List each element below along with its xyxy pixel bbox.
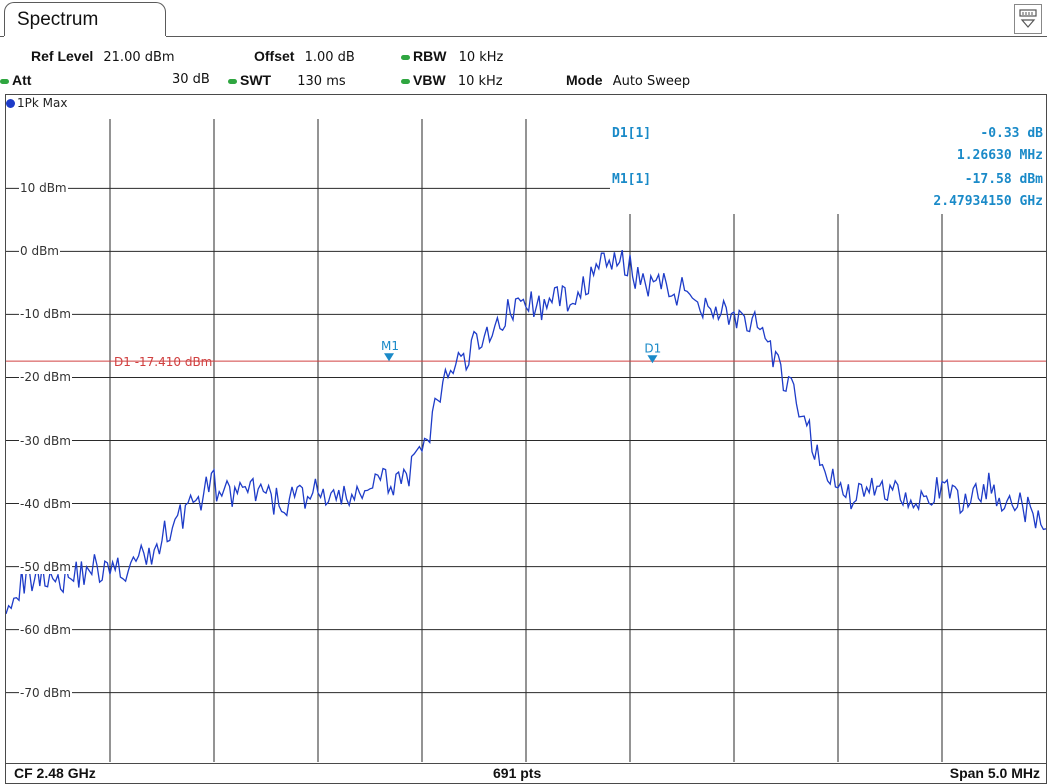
offset-setting: Offset 1.00 dB	[254, 48, 355, 65]
tab-title: Spectrum	[17, 9, 99, 30]
marker-symbols: M1 D1	[381, 339, 661, 364]
m1-marker-level: -17.58 dBm	[964, 172, 1043, 187]
rbw-label: RBW	[413, 48, 447, 64]
tab-divider	[166, 36, 1047, 37]
mode-label: Mode	[566, 72, 603, 88]
rbw-indicator-icon	[401, 55, 410, 60]
y-tick-label: -10 dBm	[19, 307, 72, 322]
vbw-setting: VBW 10 kHz	[401, 72, 503, 89]
trace-label-text: 1Pk Max	[17, 96, 68, 110]
y-tick-label: -30 dBm	[19, 433, 72, 448]
rbw-value: 10 kHz	[458, 50, 504, 65]
d1-marker-level: -0.33 dB	[980, 126, 1043, 141]
vbw-label: VBW	[413, 72, 446, 88]
sweep-points: 691 pts	[493, 765, 542, 781]
offset-label: Offset	[254, 48, 295, 64]
vbw-value: 10 kHz	[457, 74, 503, 89]
toolbar-toggle-button[interactable]	[1014, 4, 1042, 34]
mode-setting: Mode Auto Sweep	[566, 72, 690, 89]
ref-level-label: Ref Level	[31, 48, 94, 64]
status-footer: CF 2.48 GHz 691 pts Span 5.0 MHz	[5, 763, 1047, 784]
marker-m1-tag: M1	[381, 339, 399, 353]
spectrum-trace	[6, 249, 1046, 615]
offset-value: 1.00 dB	[304, 50, 355, 65]
mode-value: Auto Sweep	[612, 74, 691, 89]
ref-level-setting: Ref Level 21.00 dBm	[31, 48, 175, 65]
att-setting: Att	[0, 72, 31, 89]
y-tick-label: 0 dBm	[19, 244, 60, 259]
y-tick-label: -40 dBm	[19, 496, 72, 511]
display-line-label: D1 -17.410 dBm	[114, 355, 212, 369]
att-value-cell: 30 dB	[172, 72, 210, 87]
d1-marker-frequency: 1.26630 MHz	[956, 148, 1043, 163]
marker-d1-tag: D1	[644, 341, 661, 355]
swt-indicator-icon	[228, 79, 237, 84]
tab-divider-left	[0, 36, 4, 37]
toolbar-toggle-icon	[1019, 9, 1037, 28]
vbw-indicator-icon	[401, 79, 410, 84]
y-tick-label: -70 dBm	[19, 685, 72, 700]
marker-info-box	[610, 119, 1046, 214]
rbw-setting: RBW 10 kHz	[401, 48, 503, 65]
m1-marker-frequency: 2.47934150 GHz	[933, 194, 1043, 209]
swt-setting: SWT 130 ms	[228, 72, 346, 89]
d1-marker-name: D1[1]	[612, 126, 652, 141]
grid-lines	[6, 119, 1046, 762]
trace-label: 1Pk Max	[6, 96, 67, 110]
swt-label: SWT	[240, 72, 272, 88]
att-indicator-icon	[0, 79, 9, 84]
tab-spectrum[interactable]: Spectrum	[4, 2, 166, 36]
center-frequency: CF 2.48 GHz	[14, 765, 96, 781]
y-tick-label: -20 dBm	[19, 370, 72, 385]
span-value: Span 5.0 MHz	[949, 765, 1040, 781]
y-tick-label: -50 dBm	[19, 559, 72, 574]
marker-d1-symbol	[647, 355, 658, 364]
m1-marker-name: M1[1]	[612, 172, 652, 187]
swt-value: 130 ms	[297, 74, 346, 89]
att-value: 30 dB	[172, 72, 210, 87]
spectrum-plot[interactable]: D1 -17.410 dBm M1 D1	[6, 119, 1046, 762]
marker-m1-symbol	[384, 353, 395, 362]
trace-indicator-icon	[6, 99, 15, 108]
ref-level-value: 21.00 dBm	[103, 50, 175, 65]
y-tick-label: 10 dBm	[19, 181, 68, 196]
att-label: Att	[12, 72, 32, 88]
y-tick-label: -60 dBm	[19, 622, 72, 637]
